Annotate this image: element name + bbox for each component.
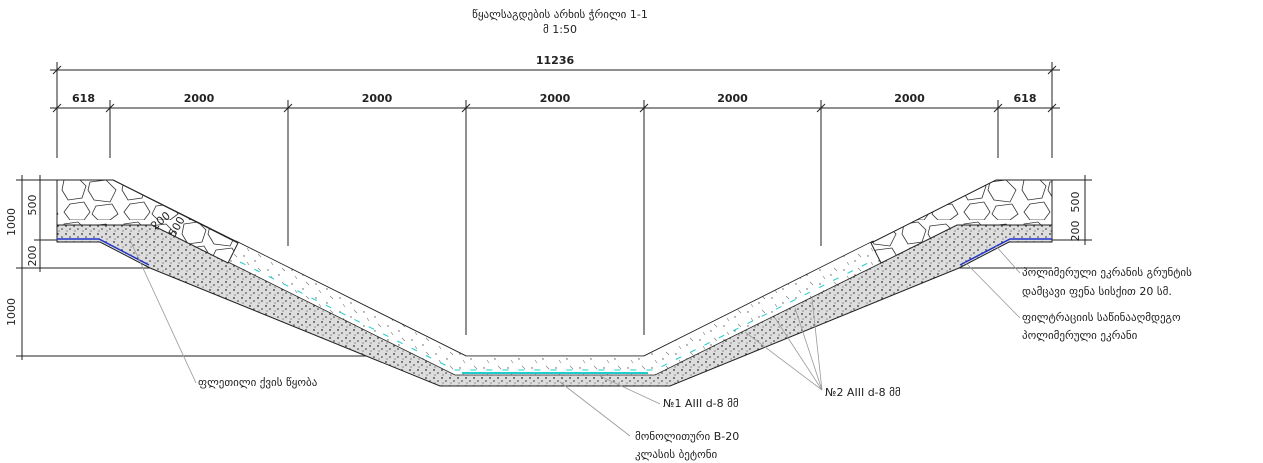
annotation: №1 AIII d-8 მმ (663, 397, 739, 410)
annotation: ფლეთილი ქვის წყობა (198, 376, 318, 389)
annotation: მონოლითური B-20 (635, 430, 739, 443)
dim-total: 11236 (536, 54, 575, 67)
title: წყალსაგდების არხის ჭრილი 1-1 (472, 8, 648, 21)
annotation: ფილტრაციის საწინააღმდეგო (1022, 311, 1181, 324)
annotation: პოლიმერული ეკრანის გრუნტის (1022, 266, 1192, 279)
dim-segment: 618 (1014, 92, 1037, 105)
dim-segment: 2000 (540, 92, 571, 105)
dim-right: 200 (1069, 221, 1082, 242)
annotation: დამცავი ფენა სისქით 20 სმ. (1022, 285, 1172, 298)
dim-segment: 2000 (717, 92, 748, 105)
dim-left: 200 (26, 246, 39, 267)
scale: მ 1:50 (543, 23, 577, 36)
dim-left: 500 (26, 195, 39, 216)
dim-segment: 2000 (894, 92, 925, 105)
dim-left: 1000 (5, 208, 18, 236)
annotation: კლასის ბეტონი (635, 448, 717, 461)
dimension-lines (16, 62, 1092, 360)
annotation: პოლიმერული ეკრანი (1022, 329, 1138, 342)
dim-left: 1000 (5, 298, 18, 326)
dim-segment: 618 (72, 92, 95, 105)
dim-segment: 2000 (184, 92, 215, 105)
drawing: წყალსაგდების არხის ჭრილი 1-1 მ 1:50 (0, 0, 1263, 463)
channel-section (57, 180, 1052, 386)
dim-right: 500 (1069, 192, 1082, 213)
annotation: №2 AIII d-8 მმ (825, 386, 901, 399)
dim-segment: 2000 (362, 92, 393, 105)
